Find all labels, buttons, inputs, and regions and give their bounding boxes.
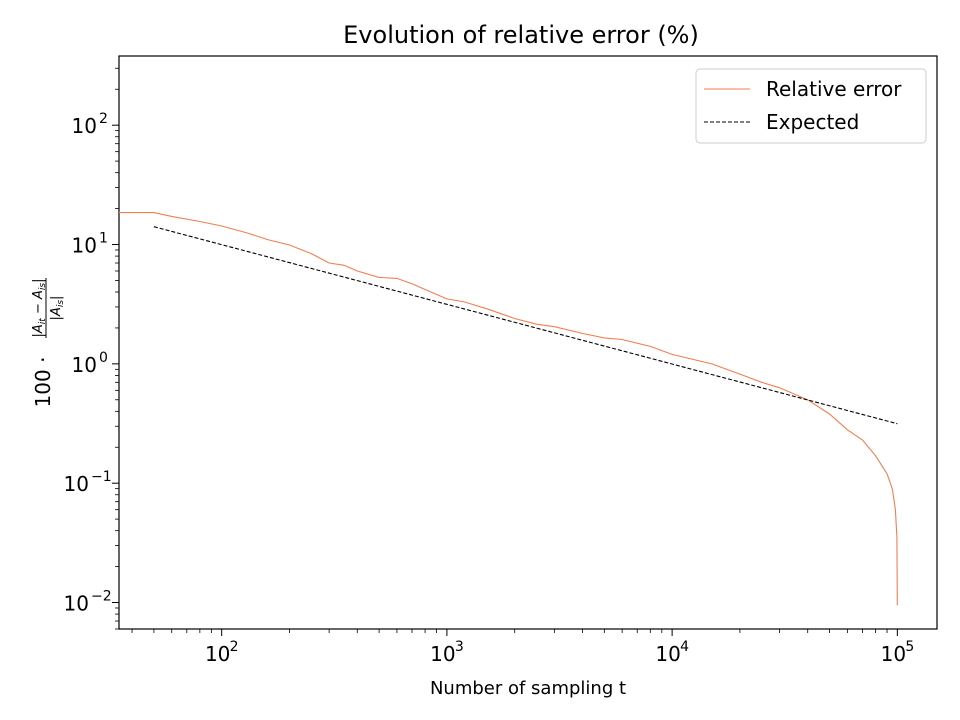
y-tick-exponent: 2 [99,111,108,127]
y-tick-label: 10 [72,353,97,377]
y-tick-label: 10 [72,114,97,138]
legend-label-expected: Expected [766,110,859,134]
y-tick-label: 10 [72,234,97,258]
x-tick-exponent: 5 [905,639,914,655]
y-tick-label: 10 [64,592,89,616]
y-tick-exponent: −2 [91,589,112,605]
x-tick-exponent: 4 [680,639,689,655]
series-line-expected [153,226,898,425]
chart-title: Evolution of relative error (%) [343,21,699,49]
x-axis-label: Number of sampling t [430,678,626,699]
x-tick-label: 10 [655,642,680,666]
y-axis-label: 100 · |Ait − Ais| |Ais| [31,278,66,407]
y-axis-minor-ticks [115,67,119,630]
series-line-relative-error [119,212,898,606]
y-tick-exponent: 0 [99,350,108,366]
x-tick-exponent: 2 [230,639,239,655]
x-tick-label: 10 [430,642,455,666]
legend-label-relative-error: Relative error [766,77,902,101]
y-tick-label: 10 [64,472,89,496]
y-label-denominator: |Ais| [49,296,66,321]
x-tick-label: 10 [881,642,906,666]
x-tick-label: 10 [205,642,230,666]
y-label-100: 100 · [31,357,55,408]
y-label-numerator: |Ait − Ais| [31,279,48,338]
x-tick-exponent: 3 [455,639,464,655]
legend: Relative error Expected [695,68,927,144]
plot-frame [118,55,938,630]
x-axis-ticks: 10 2 10 3 10 4 10 5 [205,629,914,666]
y-tick-exponent: 1 [99,231,108,247]
y-tick-exponent: −1 [91,469,112,485]
legend-box [695,68,927,144]
x-axis-minor-ticks [131,629,888,633]
